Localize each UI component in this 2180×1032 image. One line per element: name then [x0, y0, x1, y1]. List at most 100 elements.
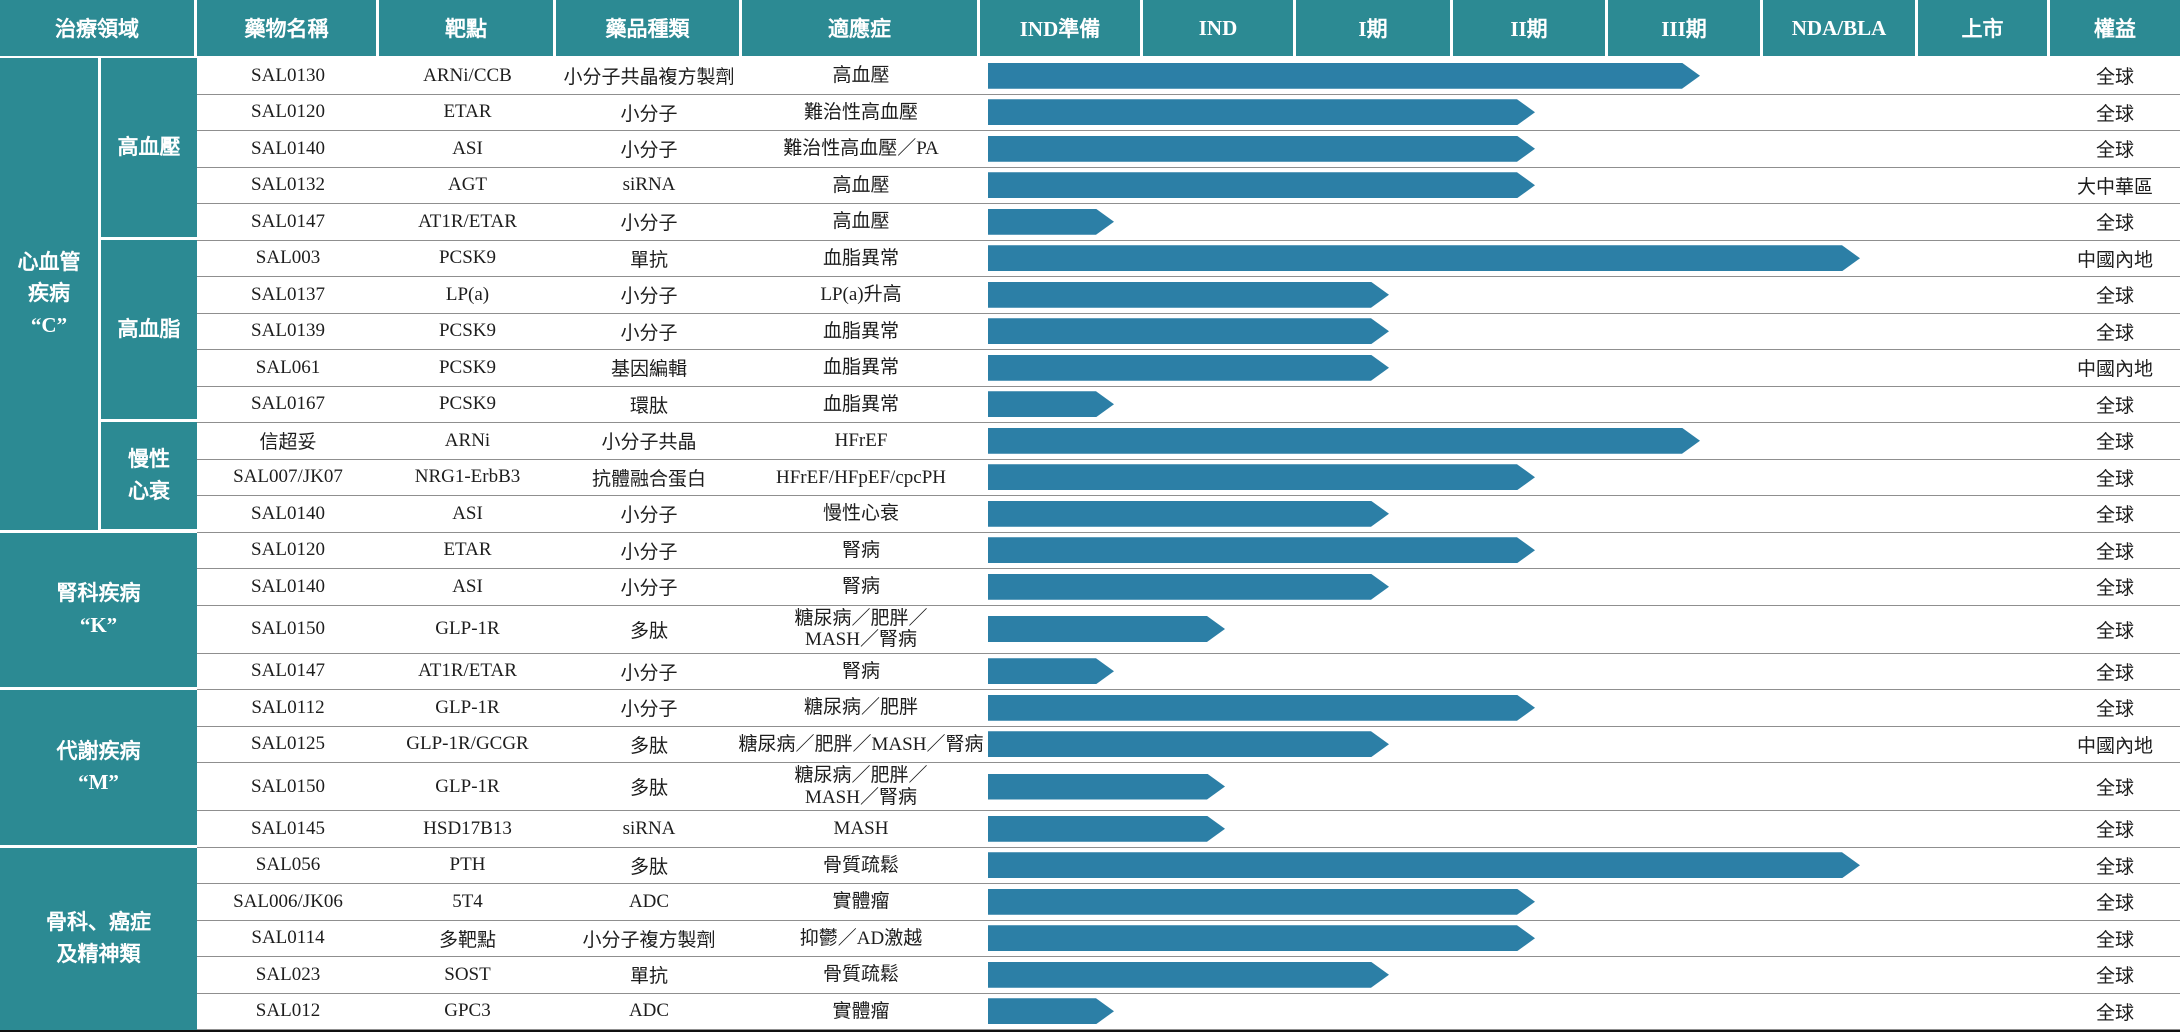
progress-arrow: [988, 695, 1535, 721]
rights: 全球: [2095, 893, 2134, 915]
indication: 難治性高血壓／PA: [742, 131, 980, 167]
drug-type: 抗體融合蛋白: [591, 468, 706, 490]
indication: 糖尿病／肥胖／MASH／腎病: [742, 606, 980, 653]
indication-line: 骨質疏鬆: [822, 854, 899, 876]
rights: 中國內地: [2076, 249, 2153, 271]
subgroup-label-line: 慢性: [128, 447, 170, 472]
drug-name: SAL023: [255, 963, 321, 985]
indication-line: LP(a)升高: [820, 284, 902, 306]
indication-line: MASH: [833, 818, 889, 840]
therapy-area-label-line: “K”: [79, 612, 118, 637]
therapy-area-label-line: 心血管: [17, 249, 81, 274]
indication-line: 慢性心衰: [822, 503, 899, 525]
phase-track: [980, 460, 2050, 496]
pipeline-row: SAL0150 GLP-1R 多肽 糖尿病／肥胖／ MASH／腎病 全球: [197, 605, 2180, 654]
indication: 血脂異常: [742, 314, 980, 350]
subgroup-label-line: 高血壓: [117, 134, 181, 159]
phase-track: [980, 496, 2050, 532]
rights: 全球: [2095, 322, 2134, 344]
pipeline-row: SAL0120 ETAR 小分子 難治性高血壓 全球: [197, 94, 2180, 131]
drug-name: SAL061: [255, 356, 321, 378]
drug-type: 多肽: [629, 735, 668, 757]
pipeline-row: SAL0145 HSD17B13 siRNA MASH 全球: [197, 811, 2180, 848]
progress-arrow: [988, 889, 1535, 915]
phase-track: [980, 95, 2050, 131]
progress-arrow: [988, 774, 1225, 800]
drug-name: SAL0125: [251, 733, 325, 755]
header-rights: 權益: [2050, 0, 2180, 56]
indication-line: 血脂異常: [822, 247, 899, 269]
header-phase-market: 上市: [1918, 0, 2050, 56]
pipeline-row: SAL0132 AGT siRNA 高血壓 大中華區: [197, 167, 2180, 204]
therapy-area-label-line: 代謝疾病: [56, 738, 141, 763]
drug-name: SAL003: [255, 247, 321, 269]
indication-line: 腎病: [841, 660, 880, 682]
group-rows: SAL0112 GLP-1R 小分子 糖尿病／肥胖 全球 SAL0125 GLP-1R/GC…: [197, 690, 2180, 848]
rights: 全球: [2095, 286, 2134, 308]
progress-arrow: [988, 136, 1535, 162]
indication-line: 高血壓: [832, 65, 890, 87]
phase-track: [980, 168, 2050, 204]
drug-name: SAL0140: [251, 137, 325, 159]
header-phase-ind-prep: IND準備: [980, 0, 1143, 56]
target: AT1R/ETAR: [418, 210, 517, 232]
target: ASI: [452, 137, 483, 159]
subgroup-label: 高血壓: [101, 58, 197, 238]
target: GLP-1R: [435, 618, 500, 639]
indication-line: 高血壓: [832, 211, 890, 233]
pipeline-row: SAL0147 AT1R/ETAR 小分子 高血壓 全球: [197, 204, 2180, 241]
phase-track: [980, 533, 2050, 569]
indication: 高血壓: [742, 204, 980, 240]
drug-type: siRNA: [622, 817, 676, 839]
drug-name: SAL0120: [251, 539, 325, 561]
therapy-group: 腎科疾病 “K” SAL0120 ETAR 小分子 腎病 全球 SAL0140 ASI 小分子 腎病…: [0, 532, 2180, 690]
target: ARNi: [444, 429, 491, 451]
target: PCSK9: [438, 393, 497, 415]
progress-arrow: [988, 537, 1535, 563]
indication-line: 難治性高血壓／PA: [783, 138, 939, 160]
rights: 全球: [2095, 468, 2134, 490]
indication: HFrEF: [742, 423, 980, 459]
target: NRG1-ErbB3: [414, 466, 521, 488]
rights: 全球: [2095, 778, 2134, 799]
phase-track: [980, 727, 2050, 763]
phase-track: [980, 131, 2050, 167]
drug-name: SAL0130: [251, 64, 325, 86]
pipeline-row: SAL012 GPC3 ADC 實體瘤 全球: [197, 993, 2180, 1030]
drug-name: SAL0147: [251, 660, 325, 682]
therapy-group: 心血管 疾病 “C” 高血壓 高血脂 慢性 心衰 SAL0130 ARNi/CCB 小分子共晶複方…: [0, 58, 2180, 533]
rights: 全球: [2095, 578, 2134, 600]
pipeline-row: SAL0147 AT1R/ETAR 小分子 腎病 全球: [197, 653, 2180, 690]
indication-line: HFrEF: [834, 430, 888, 452]
indication: 糖尿病／肥胖／MASH／腎病: [739, 727, 984, 763]
progress-arrow: [988, 172, 1535, 198]
therapy-area-label: 代謝疾病 “M”: [0, 690, 197, 848]
pipeline-row: SAL0137 LP(a) 小分子 LP(a)升高 全球: [197, 277, 2180, 314]
rights: 中國內地: [2076, 359, 2153, 381]
target: 多靶點: [438, 929, 496, 951]
drug-type: siRNA: [622, 174, 676, 196]
indication: 高血壓: [742, 58, 980, 94]
indication: 腎病: [742, 533, 980, 569]
indication-line: 血脂異常: [822, 357, 899, 379]
pipeline-row: SAL0120 ETAR 小分子 腎病 全球: [197, 532, 2180, 569]
target: ASI: [452, 502, 483, 524]
header-drug-type: 藥品種類: [556, 0, 742, 56]
group-rows: SAL0120 ETAR 小分子 腎病 全球 SAL0140 ASI 小分子 腎病 全球 SAL01…: [197, 532, 2180, 690]
phase-track: [980, 921, 2050, 957]
pipeline-row: SAL0140 ASI 小分子 慢性心衰 全球: [197, 496, 2180, 533]
rights: 中國內地: [2076, 735, 2153, 757]
drug-type: ADC: [628, 890, 670, 912]
drug-name: 信超妥: [259, 432, 317, 454]
phase-track: [980, 314, 2050, 350]
rights: 全球: [2095, 541, 2134, 563]
target: AT1R/ETAR: [418, 660, 517, 682]
header-phase-2: II期: [1453, 0, 1608, 56]
rights: 全球: [2095, 395, 2134, 417]
drug-type: 小分子: [620, 322, 678, 344]
progress-arrow: [988, 731, 1389, 757]
rights: 全球: [2095, 505, 2134, 527]
target: SOST: [444, 963, 491, 985]
phase-track: [980, 241, 2050, 277]
subgroup-column: 高血壓 高血脂 慢性 心衰: [98, 58, 197, 533]
